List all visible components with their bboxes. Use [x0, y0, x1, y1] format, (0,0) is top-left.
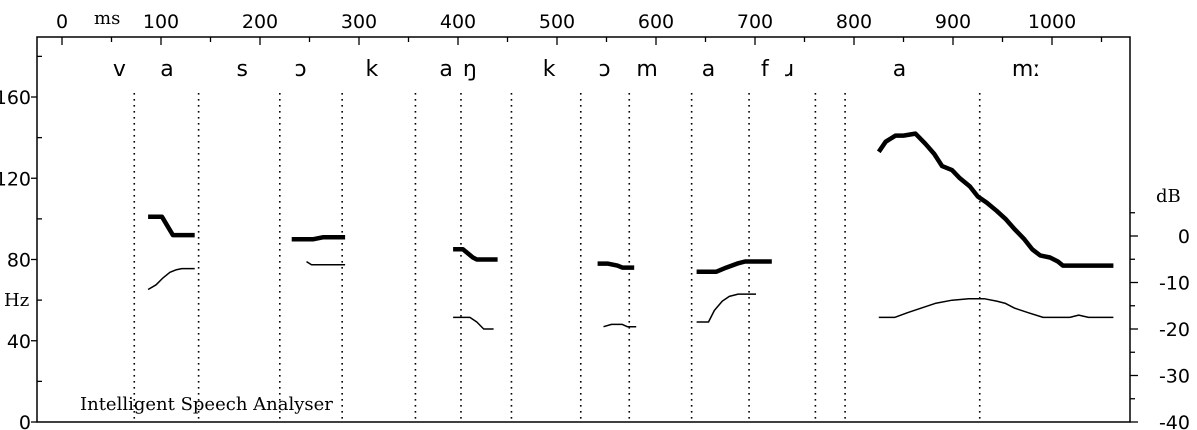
y-left-unit-label: Hz [4, 290, 29, 311]
y-left-tick-label: 80 [7, 250, 31, 272]
plot-frame [36, 36, 1131, 423]
intensity-contour-line [603, 323, 637, 328]
y-right-tick-label: 0 [1178, 226, 1190, 248]
segment-label: ɔ [295, 57, 307, 82]
x-tick-label: 0 [56, 11, 68, 33]
x-tick-label: 100 [143, 11, 179, 33]
intensity-contour-line [878, 298, 1114, 319]
f0-contour-line [876, 131, 1114, 268]
segment-label: a [893, 57, 906, 82]
x-tick-label: 600 [638, 11, 674, 33]
y-axis-right-ticks: -40 -30 -20 -10 0 [1130, 212, 1190, 430]
intensity-contour-line [453, 316, 494, 330]
x-unit-label: ms [94, 8, 120, 29]
f0-series [148, 131, 1114, 274]
segment-label: a [702, 57, 715, 82]
x-tick-label: 700 [737, 11, 773, 33]
segment-label: ɔ [598, 57, 610, 82]
watermark-label: Intelligent Speech Analyser [80, 394, 333, 415]
segment-label: mː [1012, 57, 1041, 82]
intensity-contour-line [306, 260, 346, 266]
x-tick-label: 900 [935, 11, 971, 33]
segment-label: s [236, 57, 247, 82]
segment-label: a [439, 57, 452, 82]
segment-label: ŋ [463, 57, 477, 82]
segment-label: k [543, 57, 556, 82]
segment-labels: v a s ɔ k a ŋ k ɔ m a f ɹ a mː [113, 57, 1041, 82]
segment-label: k [365, 57, 378, 82]
y-axis-left-ticks: 0 40 80 120 160 [0, 55, 42, 430]
x-tick-label: 500 [539, 11, 575, 33]
x-tick-label: 800 [836, 11, 872, 33]
f0-contour-line [148, 214, 195, 238]
segment-boundaries [133, 93, 981, 422]
f0-contour-line [291, 234, 346, 242]
segment-label: m [636, 57, 657, 82]
y-left-tick-label: 120 [0, 168, 31, 190]
y-left-tick-label: 160 [0, 87, 31, 109]
y-right-tick-label: -20 [1159, 319, 1190, 341]
y-right-tick-label: -40 [1159, 412, 1190, 430]
x-tick-label: 400 [440, 11, 476, 33]
segment-label: a [160, 57, 173, 82]
intensity-series [147, 260, 1114, 330]
y-right-unit-label: dB [1156, 186, 1181, 207]
f0-contour-line [597, 261, 635, 270]
f0-contour-line [453, 247, 498, 262]
x-tick-label: 200 [242, 11, 278, 33]
y-right-tick-label: -30 [1159, 366, 1190, 388]
y-left-tick-label: 0 [19, 412, 31, 430]
f0-contour-line [696, 259, 772, 274]
y-left-tick-label: 40 [7, 331, 31, 353]
intensity-contour-line [147, 267, 195, 291]
segment-label: ɹ [785, 57, 794, 82]
x-axis-ticks: 0 100 200 300 400 500 600 700 800 900 1000 [56, 11, 1103, 45]
intensity-contour-line [696, 293, 756, 323]
segment-label: f [761, 57, 770, 82]
y-right-tick-label: -10 [1159, 273, 1190, 295]
x-tick-label: 1000 [1028, 11, 1076, 33]
x-tick-label: 300 [341, 11, 377, 33]
segment-label: v [113, 57, 126, 82]
